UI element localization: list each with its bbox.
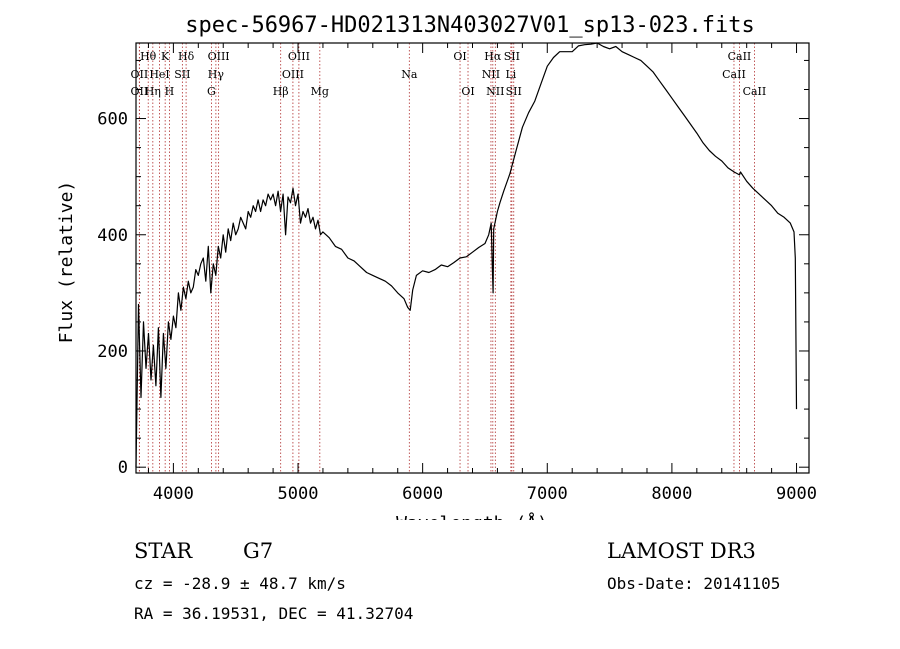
y-tick-label: 600 (97, 110, 128, 130)
survey-name: LAMOST DR3 (607, 539, 756, 563)
line-label-16: Na (401, 68, 418, 81)
line-label-18: OI (461, 85, 474, 98)
line-label-23: Li (505, 68, 516, 81)
x-tick-label: 9000 (776, 484, 817, 504)
object-type: STAR (134, 539, 193, 563)
line-label-4: HeI (149, 68, 169, 81)
x-tick-label: 6000 (402, 484, 443, 504)
line-label-20: Hα (484, 50, 502, 63)
line-label-5: K (161, 50, 170, 63)
line-label-25: CaII (722, 68, 746, 81)
y-axis: 0 200 400 600 (97, 59, 809, 478)
line-label-0: Hθ (140, 50, 157, 63)
spectrum-chart: spec-56967-HD021313N403027V01_sp13-023.f… (56, 13, 817, 520)
line-label-24: SII (506, 85, 522, 98)
line-labels: HθOIIOIIHηHeIKHSIIHδGHγOIIIHβOIIIOIIIMgN… (131, 50, 767, 98)
line-label-22: SII (504, 50, 520, 63)
line-label-7: SII (174, 68, 190, 81)
line-label-1: OII (131, 68, 149, 81)
x-axis: 4000 5000 6000 7000 8000 9000 (147, 43, 817, 504)
line-label-10: Hγ (208, 68, 225, 81)
y-tick-label: 400 (97, 226, 128, 246)
line-label-19: NII (482, 68, 500, 81)
line-label-13: OIII (282, 68, 304, 81)
line-label-27: CaII (743, 85, 767, 98)
line-label-3: Hη (145, 85, 161, 98)
x-tick-label: 5000 (278, 484, 319, 504)
x-tick-label: 8000 (651, 484, 692, 504)
redshift-velocity: cz = -28.9 ± 48.7 km/s (134, 574, 346, 593)
line-label-8: Hδ (178, 50, 195, 63)
y-tick-label: 200 (97, 342, 128, 362)
line-label-14: OIII (288, 50, 310, 63)
coordinates: RA = 36.19531, DEC = 41.32704 (134, 604, 414, 623)
chart-title: spec-56967-HD021313N403027V01_sp13-023.f… (185, 13, 755, 38)
x-axis-label: Wavelength (Å) (396, 512, 548, 520)
y-tick-label: 0 (118, 458, 128, 478)
y-axis-label: Flux (relative) (56, 181, 77, 344)
line-label-21: NII (486, 85, 504, 98)
spectral-subclass: G7 (243, 539, 274, 563)
x-tick-label: 4000 (153, 484, 194, 504)
line-label-9: G (207, 85, 216, 98)
plot-frame (135, 42, 810, 474)
line-label-12: Hβ (273, 85, 289, 98)
flux-line (135, 42, 798, 468)
line-label-26: CaII (728, 50, 752, 63)
flux-series (135, 42, 798, 468)
line-label-11: OIII (208, 50, 230, 63)
line-label-6: H (165, 85, 175, 98)
observation-date: Obs-Date: 20141105 (607, 574, 781, 593)
line-label-15: Mg (311, 85, 329, 98)
line-label-2: OII (131, 85, 149, 98)
line-label-17: OI (453, 50, 466, 63)
x-tick-label: 7000 (527, 484, 568, 504)
emission-line-markers (138, 43, 755, 473)
